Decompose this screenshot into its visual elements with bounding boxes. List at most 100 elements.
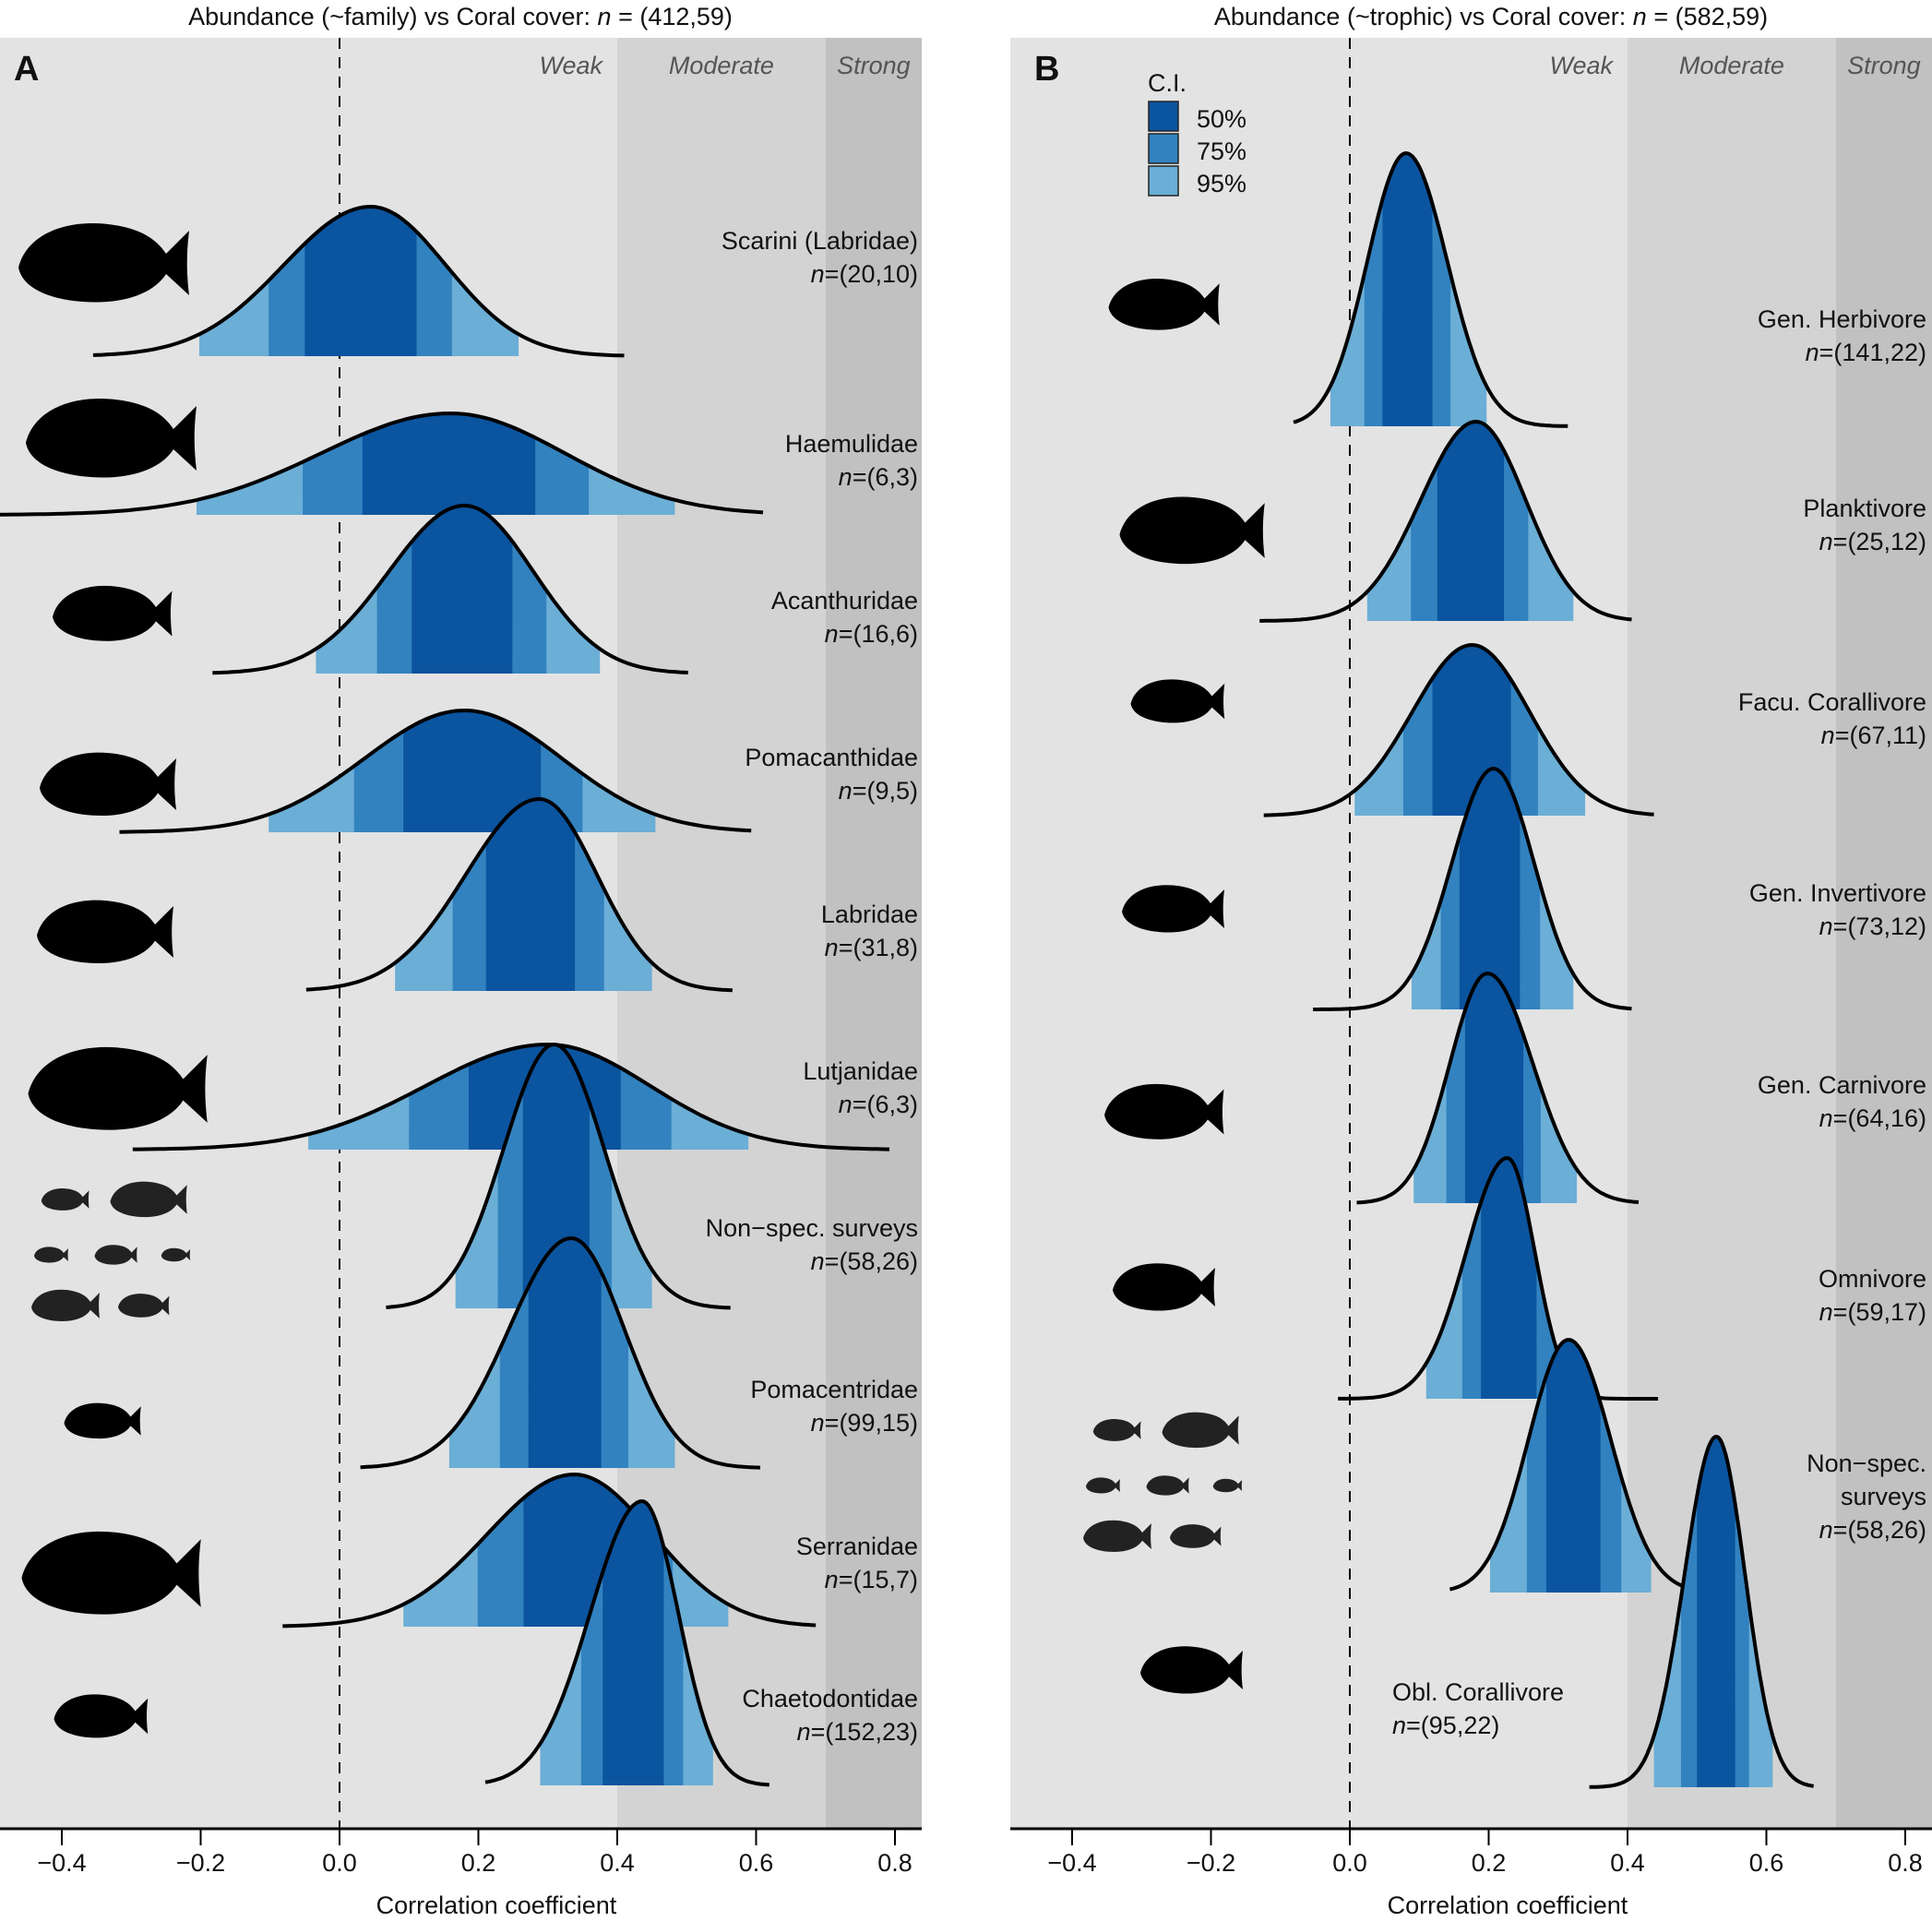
distribution-row: Gen. Herbivore n=(141,22): [1108, 151, 1926, 428]
sample-size-label: n=(9,5): [839, 777, 918, 805]
ci50-band: [1697, 1437, 1735, 1787]
ci50-band: [528, 1238, 602, 1468]
distribution-row: Obl. Corallivore n=(95,22): [1140, 1435, 1814, 1789]
legend-label-95: 95%: [1197, 170, 1246, 197]
density-curve: [0, 412, 764, 517]
x-tick-label: 0.6: [739, 1849, 774, 1877]
legend-swatch-75: [1148, 133, 1179, 164]
distribution-row: Labridae n=(31,8): [37, 797, 918, 993]
sample-size-label: n=(73,12): [1819, 913, 1926, 940]
sample-size-label: n=(59,17): [1819, 1298, 1926, 1326]
density-curve: [212, 504, 688, 675]
x-tick-label: 0.2: [461, 1849, 496, 1877]
x-tick-label: 0.6: [1749, 1849, 1784, 1877]
x-tick-label: −0.4: [37, 1849, 86, 1877]
group-label: Haemulidae: [785, 430, 918, 458]
ci50-band: [1464, 973, 1524, 1203]
density-curve: [282, 1473, 817, 1629]
density-curve: [1589, 1435, 1814, 1789]
sample-size-label: n=(58,26): [1819, 1516, 1926, 1544]
distribution-row: Scarini (Labridae) n=(20,10): [18, 205, 918, 358]
panel-letter-b: B: [1034, 50, 1059, 89]
panel-b: Abundance (~trophic) vs Coral cover: n =…: [1010, 3, 1932, 1919]
x-axis: −0.4 −0.2 0.0 0.2 0.4 0.6 0.8: [1010, 1827, 1932, 1877]
zone-label-moderate: Moderate: [669, 52, 774, 79]
zone-strong: [825, 38, 922, 1829]
distribution-row: Gen. Invertivore n=(73,12): [1122, 767, 1926, 1011]
density-curve: [360, 1236, 761, 1470]
zone-label-weak: Weak: [1549, 52, 1614, 79]
x-tick-label: 0.0: [1332, 1849, 1367, 1877]
ci50-band: [1481, 1158, 1537, 1399]
group-label: Gen. Herbivore: [1758, 305, 1926, 333]
sample-size-label: n=(25,12): [1819, 528, 1926, 555]
ci50-band: [304, 207, 417, 356]
group-label: Pomacanthidae: [745, 744, 918, 771]
distributions: Scarini (Labridae) n=(20,10) Haemulidae n=(…: [0, 205, 918, 1787]
legend-title: C.I.: [1148, 69, 1187, 97]
legend-label-75: 75%: [1197, 137, 1246, 165]
density-curve: [132, 1043, 890, 1151]
x-tick-label: −0.2: [176, 1849, 225, 1877]
ci50-band: [403, 710, 542, 832]
ci50-band: [1459, 769, 1521, 1009]
distribution-row: Planktivore n=(25,12): [1119, 420, 1926, 623]
sample-size-label: n=(58,26): [811, 1247, 918, 1275]
group-label: Non−spec. surveys: [706, 1214, 918, 1242]
group-label: Pomacentridae: [750, 1376, 918, 1403]
group-label: Chaetodontidae: [742, 1685, 918, 1712]
legend-swatch-95: [1148, 165, 1179, 197]
sample-size-label: n=(15,7): [825, 1566, 918, 1593]
group-label: Scarini (Labridae): [722, 227, 918, 255]
group-label: Lutjanidae: [803, 1057, 918, 1085]
sample-size-label: n=(141,22): [1806, 339, 1926, 366]
ci50-band: [485, 799, 576, 991]
x-tick-label: 0.2: [1472, 1849, 1507, 1877]
x-tick-label: −0.2: [1187, 1849, 1235, 1877]
x-tick-label: −0.4: [1047, 1849, 1096, 1877]
sample-size-label: n=(152,23): [797, 1718, 918, 1746]
distribution-row: Acanthuridae n=(16,6): [53, 504, 918, 675]
sample-size-label: n=(64,16): [1819, 1104, 1926, 1132]
sample-size-label: n=(20,10): [811, 260, 918, 288]
sample-size-label: n=(67,11): [1821, 722, 1926, 749]
group-label: surveys: [1841, 1483, 1926, 1510]
zone-label-weak: Weak: [539, 52, 603, 79]
group-label: Gen. Carnivore: [1758, 1071, 1926, 1099]
density-curve: [1449, 1338, 1687, 1592]
ci-legend: C.I. 50% 75% 95%: [1148, 69, 1246, 197]
distributions: Gen. Herbivore n=(141,22) Planktivore n=(25…: [1083, 151, 1926, 1789]
density-curve: [1338, 1156, 1659, 1401]
zone-label-moderate: Moderate: [1679, 52, 1784, 79]
distribution-row: Pomacentridae n=(99,15): [64, 1236, 918, 1470]
distribution-row: Chaetodontidae n=(152,23): [54, 1499, 918, 1787]
x-tick-label: 0.4: [600, 1849, 635, 1877]
distribution-row: Haemulidae n=(6,3): [0, 399, 918, 517]
group-label: Omnivore: [1819, 1265, 1926, 1293]
ci50-band: [362, 413, 536, 515]
x-tick-label: 0.8: [1888, 1849, 1923, 1877]
ci50-band: [602, 1501, 664, 1785]
ci50-band: [1545, 1340, 1601, 1593]
group-label: Non−spec.: [1807, 1450, 1926, 1477]
group-label: Obl. Corallivore: [1392, 1678, 1564, 1706]
zone-label-strong: Strong: [1847, 52, 1921, 79]
x-axis: −0.4 −0.2 0.0 0.2 0.4 0.6 0.8: [0, 1827, 922, 1877]
ci50-band: [1437, 422, 1505, 621]
density-curve: [1293, 151, 1568, 428]
density-curve: [484, 1499, 769, 1787]
sample-size-label: n=(6,3): [839, 1091, 918, 1118]
density-curve: [1259, 420, 1632, 623]
panel-letter-a: A: [14, 50, 39, 89]
legend-swatch-50: [1148, 101, 1179, 132]
sample-size-label: n=(16,6): [825, 620, 918, 648]
group-label: Planktivore: [1803, 495, 1926, 522]
x-axis-title: Correlation coefficient: [376, 1891, 617, 1919]
ci50-band: [1382, 153, 1433, 426]
panel-a: Abundance (~family) vs Coral cover: n = …: [0, 3, 922, 1919]
x-tick-label: 0.4: [1610, 1849, 1645, 1877]
sample-size-label: n=(95,22): [1392, 1712, 1499, 1739]
sample-size-label: n=(6,3): [839, 463, 918, 491]
distribution-row: Non−spec. surveys n=(58,26): [1083, 1338, 1926, 1593]
